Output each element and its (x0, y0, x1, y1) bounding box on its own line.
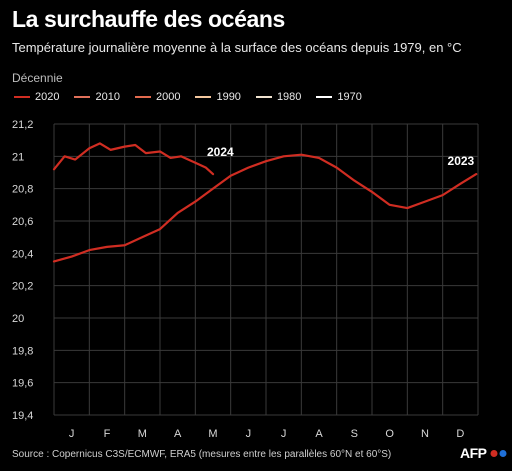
x-tick-label: S (351, 428, 358, 440)
y-tick-label: 19,4 (12, 410, 33, 422)
y-tick-label: 19,8 (12, 345, 33, 357)
x-tick-label: J (281, 428, 287, 440)
afp-logo: AFP (460, 445, 510, 461)
x-tick-label: J (246, 428, 252, 440)
x-tick-label: O (385, 428, 394, 440)
y-tick-label: 20 (12, 313, 24, 325)
legend-item: 2020 (14, 91, 59, 103)
legend-item: 2010 (74, 91, 120, 103)
series-line-2023 (52, 153, 478, 263)
x-tick-label: F (104, 428, 111, 440)
legend-label: 2020 (35, 91, 60, 103)
legend-label: 1980 (276, 91, 302, 103)
legend-swatch (255, 96, 272, 98)
legend-title: Décennie (12, 71, 63, 85)
legend-label: 2000 (155, 91, 181, 103)
y-tick-label: 21,2 (12, 119, 33, 131)
series-line-2024 (52, 142, 215, 176)
y-tick-label: 20,6 (12, 216, 33, 228)
x-tick-label: A (315, 428, 323, 440)
legend-item: 1970 (316, 91, 362, 103)
legend-swatch (134, 96, 151, 98)
x-tick-label: A (174, 428, 182, 440)
y-tick-label: 20,4 (12, 248, 33, 260)
legend-swatch (316, 96, 333, 98)
legend-item: 1980 (255, 91, 302, 103)
legend-label: 1970 (337, 91, 362, 103)
legend-swatch (74, 96, 91, 98)
y-tick-label: 19,6 (12, 378, 33, 390)
x-tick-label: N (421, 428, 429, 440)
x-tick-label: M (208, 428, 217, 440)
logo-mark-icon (490, 449, 506, 457)
legend-swatch (195, 96, 212, 98)
legend-swatch (14, 96, 30, 98)
chart-title: La surchauffe des océans (12, 6, 285, 32)
legend-item: 1990 (195, 91, 241, 103)
source-note: Source : Copernicus C3S/ECMWF, ERA5 (mes… (12, 449, 392, 460)
x-tick-label: M (138, 428, 147, 440)
y-tick-label: 20,2 (12, 281, 33, 293)
y-tick-label: 20,8 (12, 184, 33, 196)
legend-label: 1990 (216, 91, 241, 103)
legend-label: 2010 (95, 91, 120, 103)
x-tick-label: J (69, 428, 75, 440)
annotation-label: 2024 (207, 145, 234, 159)
chart-subtitle: Température journalière moyenne à la sur… (12, 40, 462, 55)
legend: 2020 2010 2000 1990 1980 1970 (14, 91, 362, 103)
logo-text: AFP (460, 445, 487, 461)
legend-item: 2000 (134, 91, 181, 103)
annotation-label: 2023 (448, 154, 475, 168)
y-tick-label: 21 (12, 151, 24, 163)
x-tick-label: D (456, 428, 464, 440)
